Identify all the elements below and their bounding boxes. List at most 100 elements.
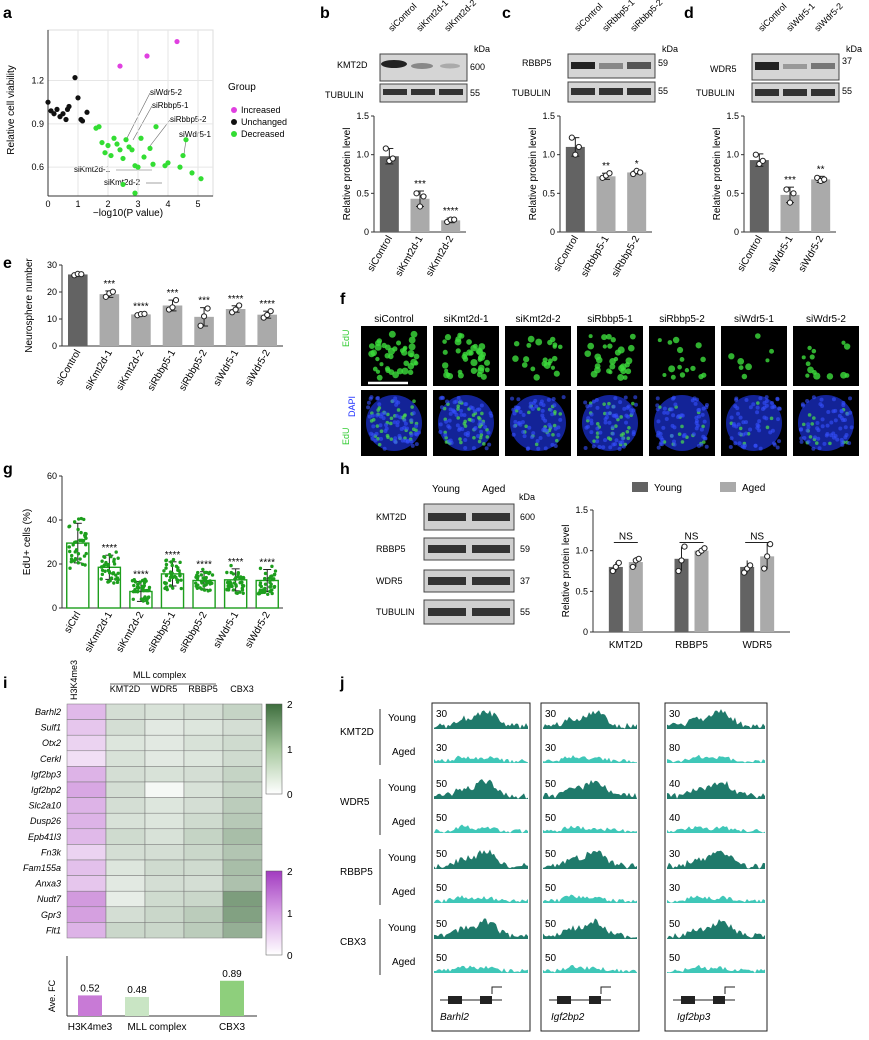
coverage-track	[667, 964, 765, 973]
data-point	[234, 584, 238, 588]
dapi-cell	[510, 396, 515, 401]
mw-label: 55	[470, 88, 480, 98]
data-point	[268, 585, 272, 589]
y-axis-label: Relative protein level	[561, 525, 572, 618]
dapi-cell	[699, 427, 704, 432]
y-axis-label: Relative protein level	[712, 128, 723, 221]
dapi-cell	[743, 431, 748, 436]
protein-label: RBBP5	[340, 867, 373, 878]
edu-cell	[552, 342, 558, 348]
heatmap-cell	[66, 875, 107, 892]
row-label: Anxa3	[34, 879, 61, 889]
edu-cell	[410, 330, 418, 338]
data-point	[263, 582, 268, 586]
data-point	[173, 574, 177, 579]
scale-label: 50	[436, 953, 448, 964]
data-point	[165, 587, 169, 592]
edu-cell	[677, 432, 682, 436]
edu-cell	[601, 334, 608, 341]
dapi-cell	[694, 426, 699, 431]
protein-label: KMT2D	[337, 60, 368, 70]
data-point	[229, 563, 233, 568]
coverage-track	[667, 919, 765, 939]
heatmap-cell	[222, 859, 263, 876]
heatmap-cell	[222, 797, 263, 814]
dapi-cell	[393, 440, 398, 445]
y-tick-label: 1.5	[726, 111, 739, 121]
heatmap-cell	[105, 766, 146, 783]
dapi-cell	[748, 427, 753, 432]
dapi-cell	[664, 417, 669, 422]
heatmap-cell	[222, 922, 263, 939]
data-point	[69, 557, 74, 561]
edu-cell	[456, 407, 460, 411]
data-point	[109, 554, 113, 559]
significance-label: ****	[443, 206, 459, 217]
significance-label: ****	[259, 558, 275, 569]
dapi-cell	[694, 421, 699, 426]
bar	[628, 562, 643, 632]
y-tick-label: 0	[52, 603, 57, 613]
gene-label: Igf2bp2	[551, 1012, 585, 1023]
data-point	[136, 589, 140, 593]
dapi-cell	[824, 433, 829, 438]
data-point	[228, 580, 232, 584]
data-point	[83, 543, 88, 547]
kda-label: kDa	[846, 44, 862, 54]
edu-cell	[527, 335, 535, 343]
data-point	[168, 578, 172, 583]
dapi-cell	[556, 432, 561, 437]
edu-cell	[684, 368, 690, 373]
dapi-cell	[735, 406, 740, 411]
dapi-cell	[591, 399, 596, 404]
edu-cell	[541, 360, 548, 367]
dapi-cell	[835, 437, 840, 442]
edu-cell	[534, 442, 539, 447]
data-point	[83, 563, 87, 567]
dapi-cell	[762, 405, 767, 410]
lane-aged: Aged	[482, 484, 505, 495]
heatmap-cell	[222, 812, 263, 830]
y-tick-label: 20	[47, 559, 57, 569]
dapi-cell	[398, 415, 403, 420]
panel-i-heatmap: MLL complex H3K4me3 KMT2D WDR5 RBBP5 CBX3 Bar…	[23, 660, 293, 1033]
data-point	[747, 562, 754, 569]
edu-cell	[555, 438, 559, 443]
x-tick-label: siControl	[54, 348, 83, 388]
dapi-cell	[530, 435, 535, 440]
row-label-dapi: DAPI	[347, 396, 357, 417]
edu-cell	[484, 359, 491, 366]
dapi-cell	[770, 405, 775, 410]
y-tick-label: 1.0	[542, 150, 555, 160]
edu-cell	[388, 330, 396, 338]
dapi-cell	[402, 418, 407, 423]
edu-cell	[801, 422, 806, 427]
heatmap-cell	[183, 828, 224, 845]
edu-cell	[381, 342, 387, 349]
data-point	[270, 591, 274, 596]
edu-cell	[662, 372, 667, 378]
dapi-cell	[410, 443, 415, 448]
data-point	[572, 151, 579, 158]
mw-label: 59	[658, 58, 668, 68]
coverage-track	[543, 964, 637, 973]
heatmap-cell	[183, 781, 224, 798]
dapi-cell	[530, 406, 535, 411]
dapi-cell	[472, 409, 477, 414]
dapi-cell	[659, 435, 664, 440]
edu-cell	[379, 362, 384, 367]
edu-cell	[552, 423, 557, 428]
edu-cell	[375, 339, 382, 347]
dapi-cell	[394, 402, 399, 407]
dapi-cell	[585, 424, 590, 429]
data-point	[164, 562, 169, 567]
dapi-cell	[670, 396, 675, 401]
dapi-cell	[414, 442, 419, 447]
edu-cell	[482, 442, 486, 446]
panel-label-a: a	[3, 5, 12, 22]
scatter-point	[111, 135, 117, 141]
dapi-cell	[838, 426, 843, 431]
dapi-cell	[538, 436, 543, 441]
y-tick-label: 0.6	[31, 162, 44, 172]
x-tick-label: siKmt2d-1	[83, 348, 115, 393]
